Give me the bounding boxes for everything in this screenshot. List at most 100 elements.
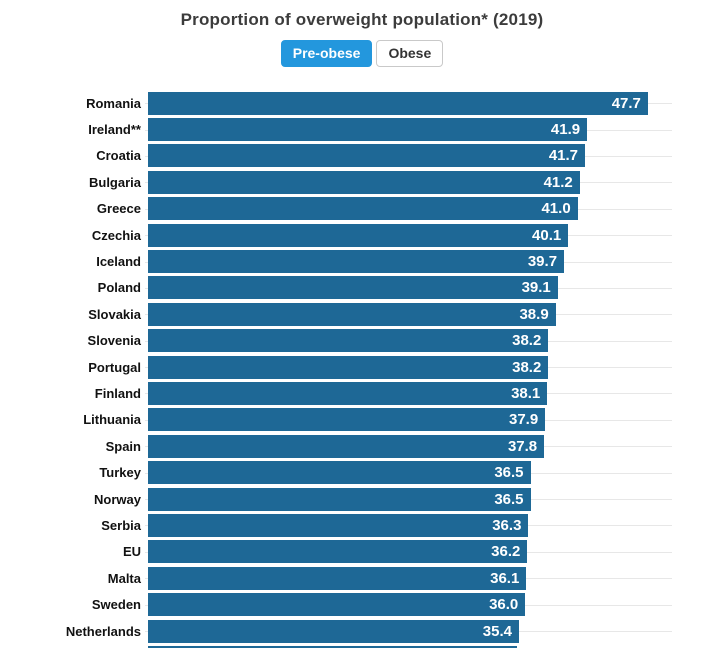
bar-value-label: 39.7 (527, 253, 558, 271)
bar-row: Norway 36.5 (0, 486, 724, 512)
bar-value-label: 40.1 (532, 226, 562, 244)
bar-track: 39.1 (145, 275, 724, 301)
bar: 39.7 (148, 250, 565, 274)
bar-value-label: 36.3 (492, 516, 522, 534)
country-label: Lithuania (83, 412, 141, 428)
bar-track: 41.7 (145, 143, 724, 169)
bar-row: Greece 41.0 (0, 196, 724, 222)
chart-title: Proportion of overweight population* (20… (180, 10, 544, 29)
country-label: Iceland (96, 254, 141, 270)
bar: 35.4 (148, 619, 519, 643)
bar-value-label: 37.8 (507, 437, 538, 455)
country-label: EU (122, 544, 141, 560)
bar-track: 41.0 (145, 196, 724, 222)
bar-row: Slovenia 38.2 (0, 328, 724, 354)
country-label: Czechia (91, 227, 141, 243)
bar: 36.5 (148, 487, 531, 511)
country-label: Ireland** (88, 122, 141, 138)
bar-track: 36.0 (145, 591, 724, 617)
bar-track: 39.7 (145, 248, 724, 274)
bar-value-label: 41.0 (541, 200, 571, 218)
bar-value-label: 36.5 (494, 490, 524, 508)
country-label: Portugal (88, 359, 141, 375)
country-label: Bulgaria (88, 174, 141, 190)
bar-row: Ireland** 41.9 (0, 116, 724, 142)
bar-row: Bulgaria 41.2 (0, 169, 724, 195)
bar-track: 41.2 (145, 169, 724, 195)
bar-track: 36.3 (145, 512, 724, 538)
bar-track: 41.9 (145, 116, 724, 142)
bar-row (0, 644, 724, 648)
bar-track: 38.9 (145, 301, 724, 327)
bar-chart: Romania 47.7 Ireland** 41.9 Croatia 41.7 Bulga… (0, 90, 724, 648)
bar: 41.9 (148, 118, 588, 142)
bar-value-label: 47.7 (611, 94, 641, 112)
bar-value-label: 36.5 (494, 464, 524, 482)
bar: 47.7 (148, 91, 648, 115)
bar-track: 38.1 (145, 380, 724, 406)
bar: 36.3 (148, 513, 529, 537)
bar-value-label: 37.9 (508, 411, 539, 429)
bar-track: 47.7 (145, 90, 724, 116)
bar-track: 38.2 (145, 328, 724, 354)
bar-track: 35.4 (145, 618, 724, 644)
country-label: Slovakia (88, 306, 141, 322)
bar-value-label: 36.2 (491, 543, 521, 561)
bar-track: 36.2 (145, 539, 724, 565)
bar-value-label: 41.9 (550, 121, 581, 139)
country-label: Malta (107, 570, 141, 586)
bar-row: Spain 37.8 (0, 433, 724, 459)
bar-row: Iceland 39.7 (0, 248, 724, 274)
bar-track (145, 644, 724, 648)
bar-value-label: 41.7 (548, 147, 579, 165)
bar: 36.1 (148, 566, 527, 590)
series-tabs: Pre-obese Obese (0, 40, 724, 67)
bar: 41.0 (148, 197, 578, 221)
bar-value-label: 39.1 (521, 279, 551, 297)
bar-track: 37.9 (145, 407, 724, 433)
bar-row: Poland 39.1 (0, 275, 724, 301)
bar-track: 36.5 (145, 486, 724, 512)
bar-row: Czechia 40.1 (0, 222, 724, 248)
bar-value-label: 38.2 (512, 332, 542, 350)
bar-row: Finland 38.1 (0, 380, 724, 406)
country-label: Turkey (99, 465, 141, 481)
bar-row: Malta 36.1 (0, 565, 724, 591)
bar: 40.1 (148, 223, 569, 247)
bar-value-label: 36.1 (490, 569, 520, 587)
bar-value-label: 36.0 (489, 596, 519, 614)
bar-value-label: 38.1 (511, 384, 541, 402)
country-label: Slovenia (87, 333, 141, 349)
bar-row: Turkey 36.5 (0, 459, 724, 485)
country-label: Croatia (96, 148, 141, 164)
bar-track: 40.1 (145, 222, 724, 248)
bar-row: Serbia 36.3 (0, 512, 724, 538)
bar-row: Croatia 41.7 (0, 143, 724, 169)
tab-obese[interactable]: Obese (376, 40, 444, 67)
bar: 36.5 (148, 461, 531, 485)
bar: 39.1 (148, 276, 558, 300)
bar: 36.0 (148, 593, 526, 617)
country-label: Norway (94, 491, 141, 507)
bar-row: Romania 47.7 (0, 90, 724, 116)
bar-track: 36.5 (145, 459, 724, 485)
country-label: Greece (96, 201, 141, 217)
bar: 41.7 (148, 144, 586, 168)
bar-track: 38.2 (145, 354, 724, 380)
bar: 37.9 (148, 408, 546, 432)
bar-track: 37.8 (145, 433, 724, 459)
bar: 38.9 (148, 302, 556, 326)
country-label: Netherlands (65, 623, 141, 639)
bar-value-label: 38.9 (519, 305, 549, 323)
bar-row: EU 36.2 (0, 539, 724, 565)
bar: 38.1 (148, 381, 548, 405)
bar: 38.2 (148, 329, 549, 353)
bar-row: Lithuania 37.9 (0, 407, 724, 433)
clipped-bar (148, 645, 517, 648)
tab-pre-obese[interactable]: Pre-obese (280, 40, 373, 67)
country-label: Romania (86, 95, 141, 111)
bar-row: Slovakia 38.9 (0, 301, 724, 327)
bar-track: 36.1 (145, 565, 724, 591)
bar-row: Portugal 38.2 (0, 354, 724, 380)
